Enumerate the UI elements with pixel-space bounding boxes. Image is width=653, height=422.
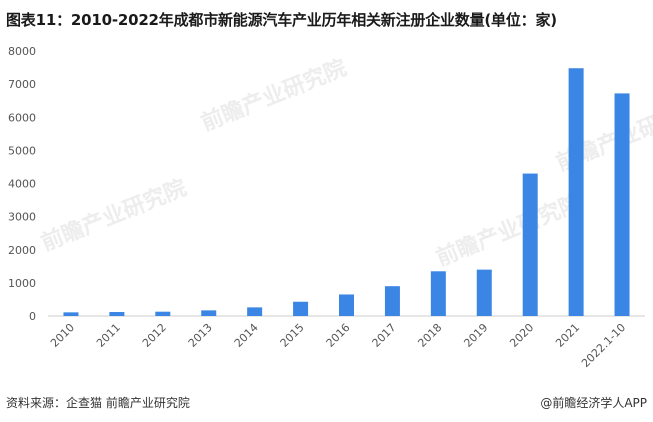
x-tick-label: 2012 xyxy=(140,321,169,350)
y-tick-label: 4000 xyxy=(8,178,36,191)
bar-2021 xyxy=(568,68,584,316)
chart-title: 图表11：2010-2022年成都市新能源汽车产业历年相关新注册企业数量(单位：… xyxy=(6,11,557,29)
x-axis: 2010 2011 2012 2013 2014 2015 2016 2017 2018 2019… xyxy=(48,321,628,370)
x-tick-label: 2014 xyxy=(232,321,261,350)
watermark-text: 前瞻产业研究院 xyxy=(38,175,191,257)
x-tick-label: 2010 xyxy=(48,321,77,350)
y-tick-label: 1000 xyxy=(8,277,36,290)
x-tick-label: 2015 xyxy=(278,321,307,350)
bar-2012 xyxy=(155,311,171,316)
x-tick-label: 2022.1-10 xyxy=(579,321,628,370)
bar-2016 xyxy=(339,294,354,316)
x-tick-label: 2021 xyxy=(553,321,582,350)
watermark-text: 前瞻产业研究院 xyxy=(198,55,351,137)
y-tick-label: 6000 xyxy=(8,111,36,124)
x-tick-label: 2013 xyxy=(186,321,215,350)
source-note: 资料来源：企查猫 前瞻产业研究院 xyxy=(6,396,190,410)
x-tick-label: 2017 xyxy=(370,321,399,350)
y-tick-label: 7000 xyxy=(8,78,36,91)
y-tick-label: 2000 xyxy=(8,244,36,257)
bars xyxy=(63,68,630,317)
bar-2015 xyxy=(293,301,309,316)
y-tick-label: 0 xyxy=(29,310,36,323)
bar-2010 xyxy=(63,312,79,316)
bar-2011 xyxy=(109,312,125,316)
watermark-text: 前瞻产业研究院 xyxy=(553,95,653,177)
bar-2019 xyxy=(476,269,492,316)
x-tick-label: 2011 xyxy=(94,321,123,350)
x-tick-label: 2019 xyxy=(461,321,490,350)
x-tick-label: 2020 xyxy=(507,321,536,350)
bar-2013 xyxy=(201,310,217,316)
x-tick-label: 2016 xyxy=(324,321,353,350)
y-axis: 0 1000 2000 3000 4000 5000 6000 7000 8000 xyxy=(8,45,36,323)
bar-2017 xyxy=(384,286,400,316)
credit-note: @前瞻经济学人APP xyxy=(540,396,647,410)
bar-2022.1-10 xyxy=(614,93,630,317)
bar-2014 xyxy=(247,307,263,316)
bar-2020 xyxy=(522,173,538,316)
y-tick-label: 5000 xyxy=(8,144,36,157)
watermark-text: 前瞻产业研究院 xyxy=(433,190,586,272)
x-tick-label: 2018 xyxy=(415,321,444,350)
y-tick-label: 8000 xyxy=(8,45,36,58)
y-tick-label: 3000 xyxy=(8,211,36,224)
bar-2018 xyxy=(430,271,446,316)
